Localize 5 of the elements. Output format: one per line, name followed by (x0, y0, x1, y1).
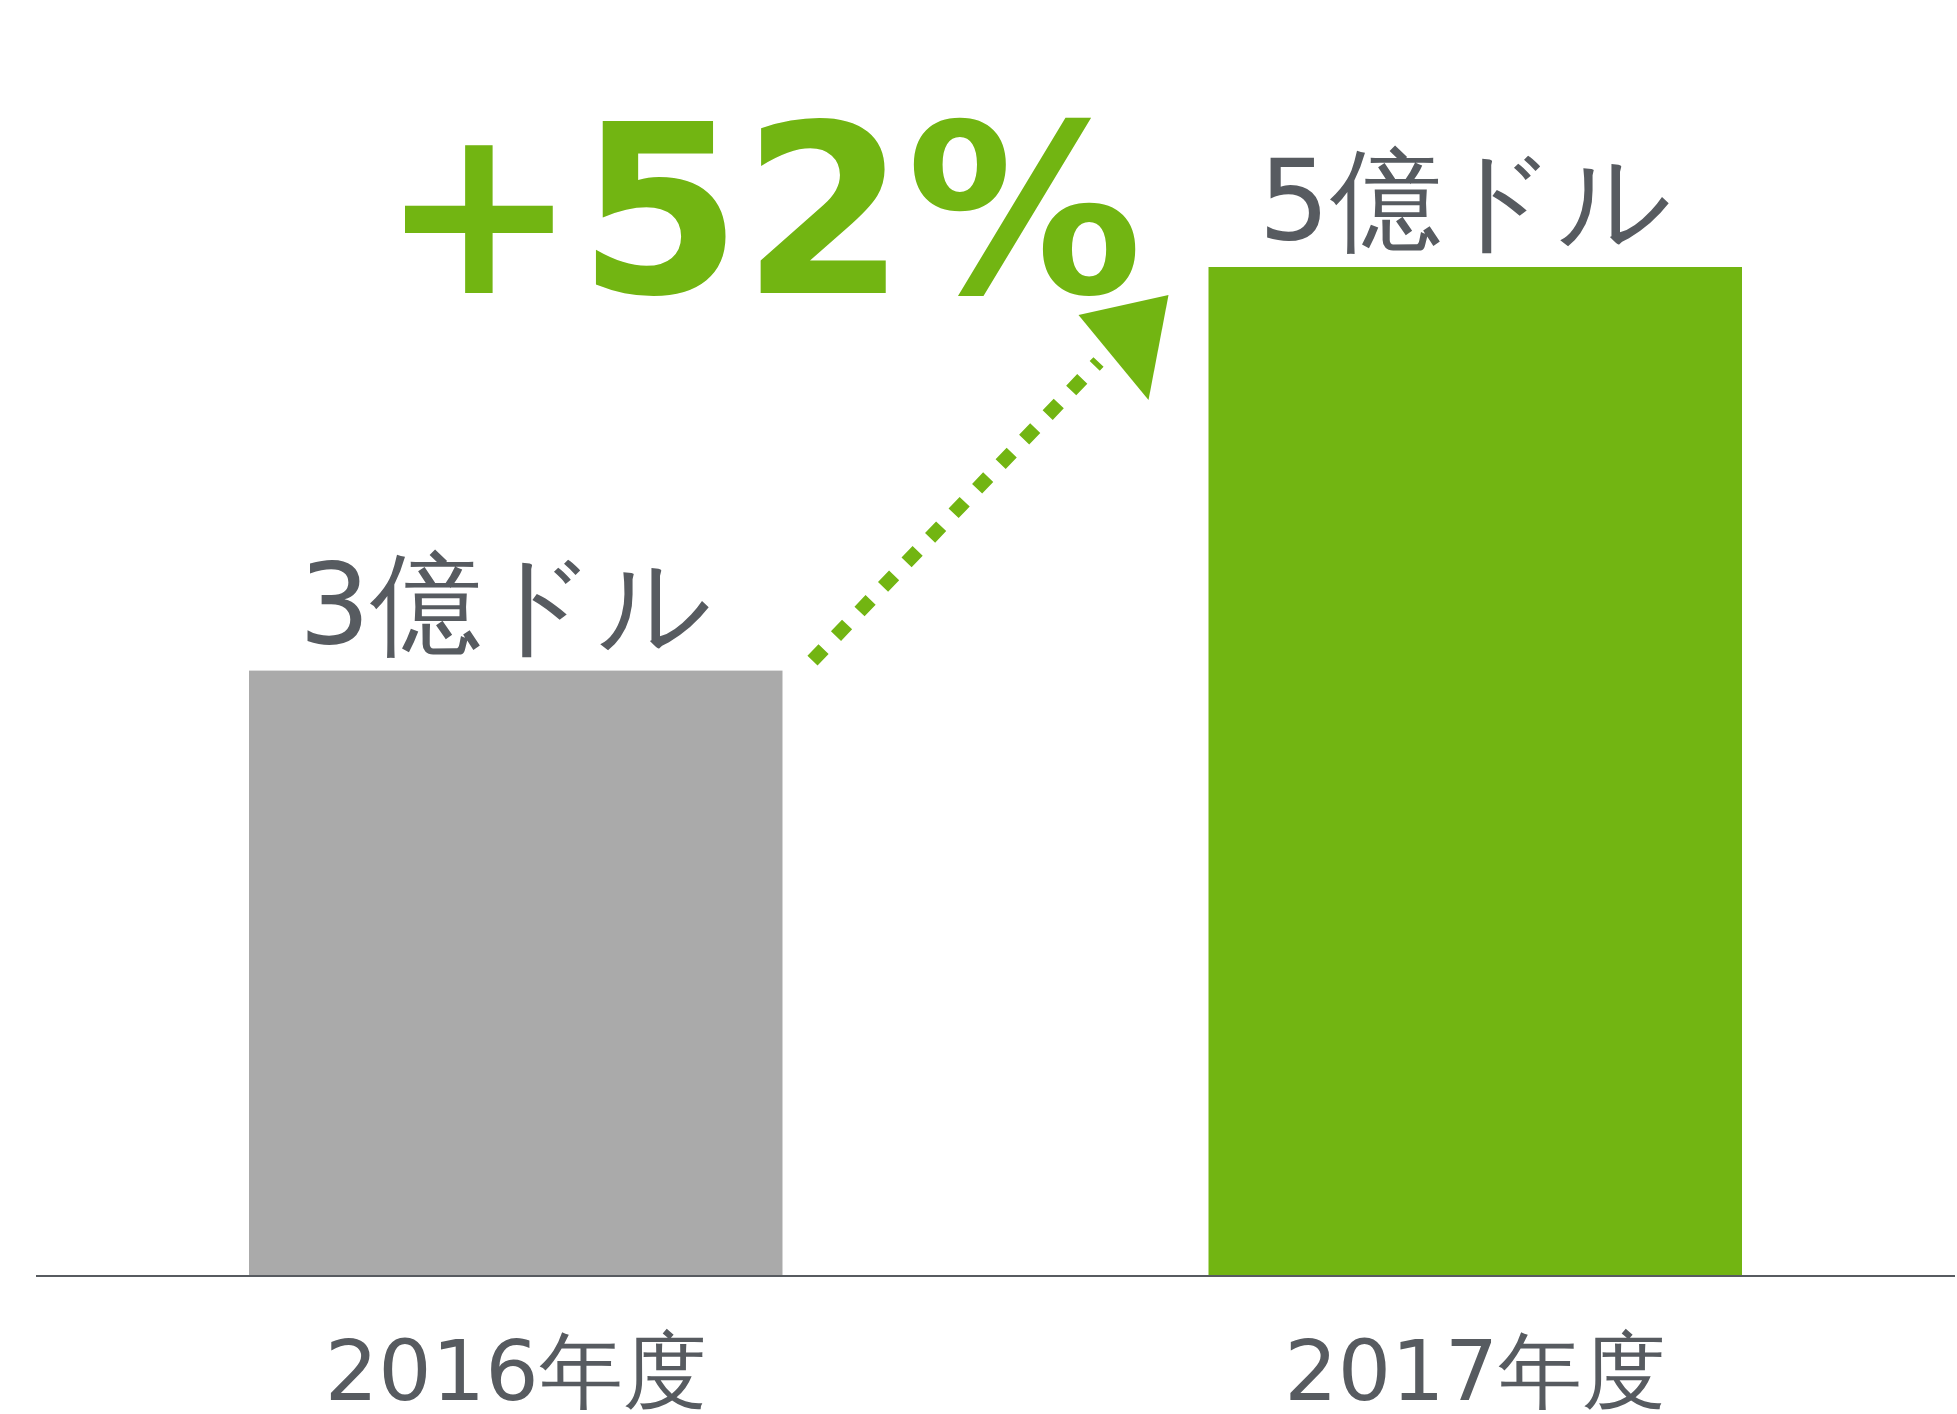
x-tick-label: 2016年度 (324, 1322, 707, 1414)
annotation: +52% (380, 74, 1143, 349)
x-tick-label: 2017年度 (1284, 1322, 1667, 1414)
data-label: 5億ドル (1258, 135, 1672, 265)
data-label: 3億ドル (299, 538, 713, 669)
